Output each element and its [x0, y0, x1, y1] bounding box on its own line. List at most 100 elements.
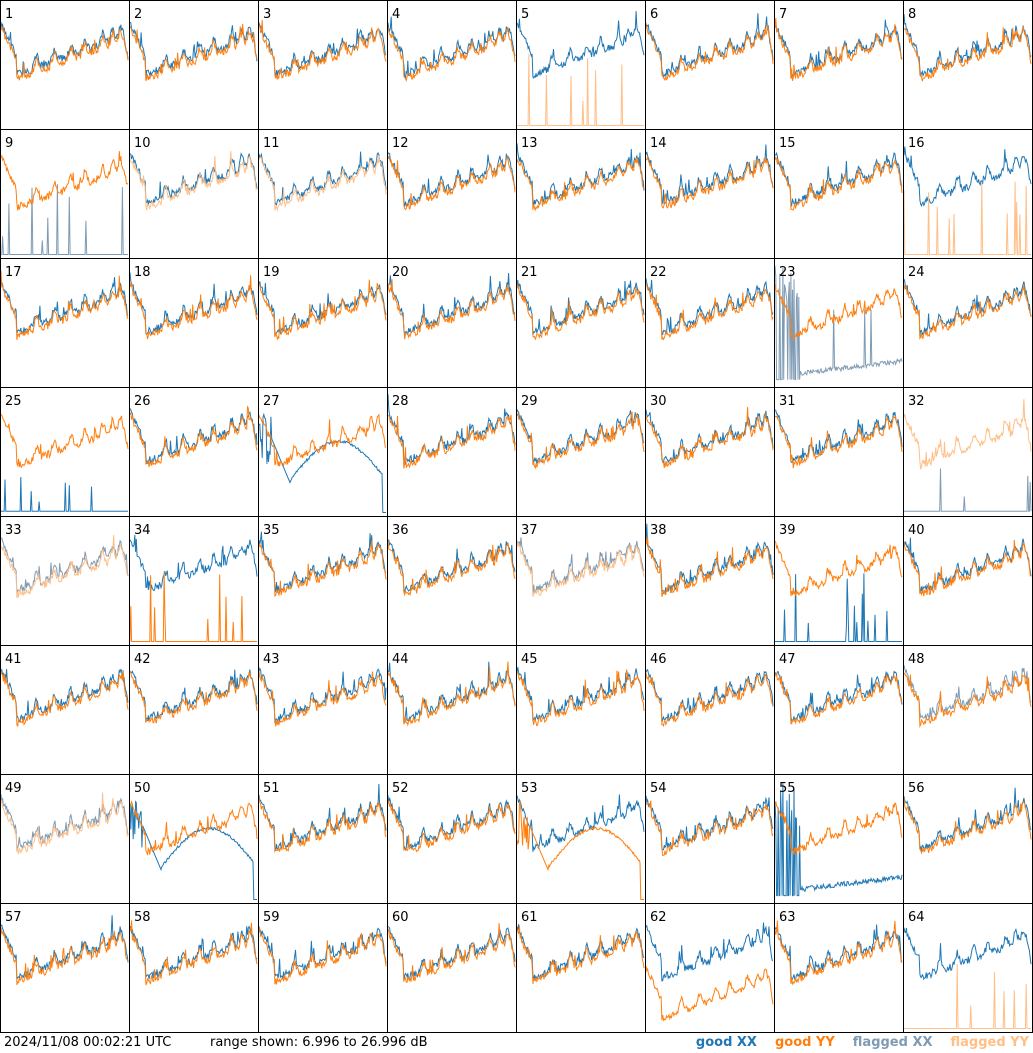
series-xx-panel-42 — [129, 669, 258, 723]
series-xx-panel-62 — [645, 922, 774, 982]
series-xx-panel-20 — [387, 272, 516, 335]
series-xx-panel-29 — [516, 409, 645, 464]
series-yy-panel-36 — [387, 539, 516, 597]
series-xx-panel-52 — [387, 795, 516, 852]
series-xx-panel-22 — [645, 278, 774, 336]
series-yy-panel-44 — [387, 661, 516, 727]
series-yy-panel-9 — [0, 151, 129, 211]
series-xx-panel-10 — [129, 152, 258, 206]
series-yy-panel-22 — [645, 283, 774, 341]
panel-frame-4 — [387, 0, 517, 130]
series-xx-panel-18 — [129, 272, 258, 336]
series-xx-panel-48 — [903, 664, 1032, 720]
series-yy-panel-46 — [645, 672, 774, 728]
series-yy-panel-10 — [129, 151, 258, 211]
panel-label-16: 16 — [908, 136, 925, 151]
series-yy-panel-60 — [387, 923, 516, 983]
panel-frame-5 — [516, 0, 646, 130]
series-yy-panel-55 — [774, 801, 903, 855]
series-yy-panel-51 — [258, 796, 387, 853]
series-xx-panel-61 — [516, 924, 645, 981]
series-yy-panel-7 — [774, 17, 903, 81]
series-xx-panel-11 — [258, 151, 387, 206]
panel-label-64: 64 — [908, 910, 925, 925]
series-xx-panel-63 — [774, 924, 903, 983]
series-xx-panel-37 — [516, 537, 645, 594]
series-yy-panel-29 — [516, 411, 645, 470]
panel-label-1: 1 — [5, 7, 13, 22]
panel-label-49: 49 — [5, 781, 22, 796]
series-xx-panel-59 — [258, 926, 387, 980]
series-xx-panel-39 — [775, 573, 902, 642]
series-yy-panel-34 — [129, 571, 257, 642]
panel-label-52: 52 — [392, 781, 409, 796]
series-yy-panel-15 — [774, 155, 903, 211]
panel-label-48: 48 — [908, 652, 925, 667]
panel-label-61: 61 — [521, 910, 538, 925]
range-label: range shown: 6.996 to 26.996 dB — [210, 1035, 428, 1050]
series-yy-panel-30 — [645, 407, 774, 469]
series-xx-panel-12 — [387, 152, 516, 207]
panel-label-43: 43 — [263, 652, 280, 667]
series-yy-panel-1 — [0, 25, 129, 81]
panel-label-29: 29 — [521, 394, 538, 409]
panel-label-56: 56 — [908, 781, 925, 796]
series-yy-panel-56 — [903, 798, 1032, 855]
panel-label-54: 54 — [650, 781, 667, 796]
series-yy-panel-4 — [387, 26, 516, 82]
panel-label-57: 57 — [5, 910, 22, 925]
series-xx-panel-25 — [1, 476, 128, 512]
series-yy-panel-49 — [0, 792, 129, 855]
series-yy-panel-35 — [258, 540, 387, 597]
series-xx-panel-14 — [645, 144, 774, 205]
panel-label-39: 39 — [779, 523, 796, 538]
series-xx-panel-49 — [0, 794, 129, 851]
series-xx-panel-44 — [388, 661, 516, 723]
series-xx-panel-9 — [1, 184, 128, 255]
series-yy-panel-12 — [387, 154, 516, 211]
panel-label-23: 23 — [779, 265, 796, 280]
panel-label-9: 9 — [5, 136, 13, 151]
series-yy-panel-31 — [774, 415, 903, 469]
panel-label-35: 35 — [263, 523, 280, 538]
series-yy-panel-57 — [0, 927, 129, 986]
series-yy-panel-3 — [258, 20, 387, 80]
series-xx-panel-19 — [258, 281, 387, 338]
series-xx-panel-27 — [258, 412, 386, 513]
series-xx-panel-41 — [0, 668, 129, 723]
panel-label-7: 7 — [779, 7, 787, 22]
series-yy-panel-42 — [129, 670, 258, 724]
timestamp: 2024/11/08 00:02:21 UTC — [4, 1035, 172, 1050]
series-xx-panel-13 — [516, 143, 645, 207]
series-xx-panel-32 — [904, 468, 1032, 512]
series-yy-panel-16 — [903, 181, 1031, 255]
series-yy-panel-17 — [0, 270, 129, 340]
panel-label-27: 27 — [263, 394, 280, 409]
panel-label-4: 4 — [392, 7, 400, 22]
series-yy-panel-54 — [645, 800, 774, 857]
series-yy-panel-28 — [387, 414, 516, 469]
series-xx-panel-40 — [903, 537, 1032, 595]
panel-label-17: 17 — [5, 265, 22, 280]
series-yy-panel-11 — [258, 155, 387, 212]
panel-frame-6 — [645, 0, 775, 130]
panel-label-44: 44 — [392, 652, 409, 667]
series-yy-panel-6 — [645, 24, 774, 81]
series-xx-panel-21 — [516, 280, 645, 335]
series-xx-panel-2 — [129, 21, 258, 78]
series-yy-panel-2 — [129, 24, 258, 82]
panel-label-6: 6 — [650, 7, 658, 22]
panel-label-31: 31 — [779, 394, 796, 409]
series-yy-panel-64 — [904, 963, 1031, 1029]
series-yy-panel-43 — [258, 671, 387, 727]
panel-label-53: 53 — [521, 781, 538, 796]
series-yy-panel-8 — [903, 25, 1032, 82]
series-xx-panel-17 — [0, 277, 129, 336]
panel-label-2: 2 — [134, 7, 142, 22]
series-yy-panel-61 — [516, 925, 645, 984]
series-yy-panel-33 — [0, 534, 129, 599]
series-xx-panel-34 — [129, 534, 258, 592]
panel-label-60: 60 — [392, 910, 409, 925]
series-xx-panel-1 — [0, 21, 129, 77]
series-yy-panel-40 — [903, 539, 1032, 597]
